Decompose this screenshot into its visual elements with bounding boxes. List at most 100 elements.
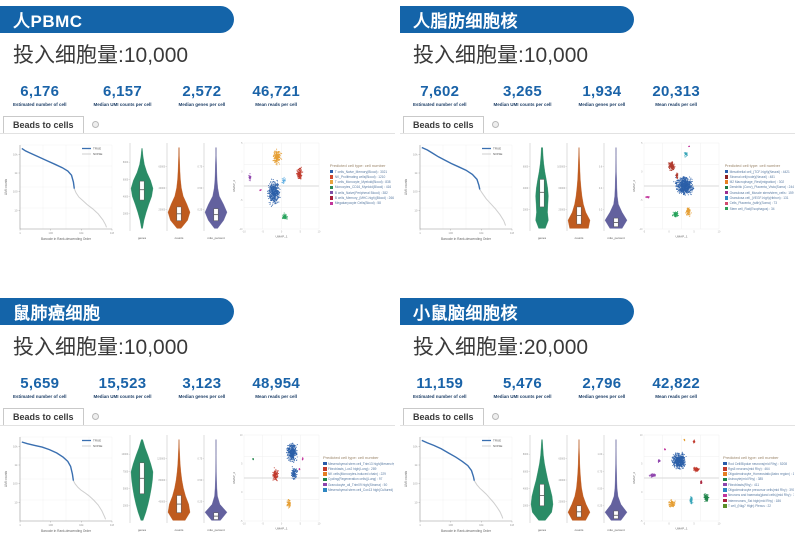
legend-swatch-icon (329, 196, 334, 200)
svg-text:40000: 40000 (159, 187, 166, 190)
svg-text:-5: -5 (643, 231, 646, 234)
legend-label: Stem cell_Rod(Esophagus) : 34 (729, 206, 775, 211)
umap-legend: Predicted cell type: cell number T cells… (329, 163, 394, 205)
svg-text:Barcode in Rank-descending Ord: Barcode in Rank-descending Order (441, 237, 492, 241)
svg-text:mito_percent: mito_percent (207, 528, 225, 532)
tab-beads-to-cells[interactable]: Beads to cells (3, 408, 84, 425)
stat: 1,934 Median genes per cell (579, 83, 626, 107)
svg-text:1M: 1M (110, 231, 115, 235)
svg-text:-10: -10 (242, 231, 246, 234)
svg-text:5: 5 (641, 463, 643, 466)
svg-text:1: 1 (19, 523, 21, 527)
charts-row: 1 100 10k 1M 10 100 1k 10k Barcode in Rank-desce… (2, 429, 400, 540)
info-circle-icon (91, 121, 99, 128)
panel-title: 人脂肪细胞核 (413, 12, 518, 31)
violin-plots: 2000 4000 6000 8000 genes 20000 40000 60000 coun… (520, 429, 631, 540)
stat-label: Mean reads per cell (255, 102, 298, 107)
svg-text:10k: 10k (413, 152, 418, 156)
svg-text:100: 100 (13, 190, 18, 194)
stats-row: 7,602 Estimated number of cell 3,265 Median… (413, 83, 800, 107)
panel: 人PBMC 投入细胞量:10,000 6,176 Estimated number… (0, 0, 400, 271)
stat-label: Median genes per cell (578, 394, 626, 399)
legend-label: NK cells(Monocytes-induced chain) : 229 (328, 472, 386, 477)
stat: 6,176 Estimated number of cell (13, 83, 67, 107)
svg-text:UMAP_1: UMAP_1 (675, 235, 687, 239)
legend-item: NK cells(Monocytes-induced chain) : 229 (323, 472, 394, 476)
legend-swatch-icon (724, 169, 729, 174)
svg-text:8000: 8000 (523, 453, 529, 456)
stat: 5,659 Estimated number of cell (13, 375, 67, 399)
svg-text:0: 0 (668, 231, 670, 234)
legend-label: Fibroblasts_Lox2 high(Lung) : 289 (328, 466, 377, 471)
svg-text:TRUE: TRUE (93, 439, 101, 443)
legend-item: Interneurons_Sst high(mid Rhy) : 186 (723, 499, 794, 503)
svg-text:6000: 6000 (523, 470, 529, 473)
svg-text:2000: 2000 (523, 208, 529, 211)
legend-label: Rod Cell/Bipolar neurons(mid Rhy) : 5208 (728, 461, 787, 466)
svg-text:10k: 10k (479, 231, 484, 235)
tab-beads-to-cells[interactable]: Beads to cells (403, 116, 484, 133)
legend-label: Mesenchymal stem cell_Cox13 high(Culture… (328, 487, 394, 492)
svg-text:4000: 4000 (523, 187, 529, 190)
input-cells-text: 投入细胞量:10,000 (13, 336, 189, 359)
stat-value: 15,523 (98, 375, 147, 392)
stat-label: Mean reads per cell (655, 102, 698, 107)
svg-text:10: 10 (414, 208, 418, 212)
legend-item: Astrocyte(mid Rhy) : 385 (723, 477, 794, 481)
charts-row: 1 100 10k 1M 10 100 1k 10k Barcode in Rank-desce… (402, 429, 800, 540)
legend-label: Interneurons_Sst high(mid Rhy) : 186 (728, 498, 781, 503)
legend-item: Mesenchymal stem cell_Cox13 high(Culture… (323, 488, 394, 492)
umap-legend-title: Predicted cell type: cell number (323, 455, 379, 460)
violin-plot: 0.2 0.4 0.6 mito_percent (599, 143, 628, 240)
svg-text:0.25: 0.25 (198, 500, 203, 503)
legend-item: Cycling(Regeneration cells)(Lung) : 97 (323, 477, 394, 481)
legend-item: Cells_Placenta_(with)(Soma) : 73 (724, 201, 794, 205)
stat-label: Estimated number of cell (413, 102, 467, 107)
legend-item: Fibroblasts(Rhy) : 411 (723, 483, 794, 487)
svg-text:counts: counts (175, 236, 184, 240)
legend-swatch-icon (723, 488, 727, 492)
svg-text:60000: 60000 (559, 457, 566, 460)
umap-legend-items: Mesenchymal stem cell_Trim13 high(Mesenc… (323, 462, 394, 492)
svg-text:0: 0 (668, 523, 670, 526)
stat-value: 48,954 (252, 375, 300, 392)
svg-text:UMAP_1: UMAP_1 (675, 527, 687, 531)
svg-text:5: 5 (241, 463, 243, 466)
svg-text:100: 100 (13, 482, 18, 486)
svg-text:10k: 10k (413, 444, 418, 448)
panel-banner: 鼠肺癌细胞 (0, 298, 234, 325)
legend-swatch-icon (323, 467, 327, 471)
svg-text:TRUE: TRUE (93, 147, 101, 151)
legend-item: Oligodendrocyte_Homeostatic(Astro region… (723, 472, 794, 476)
legend-item: Oligodendrocyte precursor cells(mid Rhy)… (723, 488, 794, 492)
stat-label: Median genes per cell (178, 394, 226, 399)
legend-label: Oligodendrocyte precursor cells(mid Rhy)… (728, 487, 794, 492)
info-circle-icon (491, 413, 499, 420)
violin-plot: 2000 4000 6000 8000 genes (523, 435, 554, 532)
stat-label: Median UMI counts per cell (93, 102, 152, 107)
stat-label: Mean reads per cell (255, 394, 298, 399)
stat: 42,822 Mean reads per cell (652, 375, 700, 399)
svg-text:NOISE: NOISE (93, 152, 102, 156)
tab-beads-to-cells[interactable]: Beads to cells (403, 408, 484, 425)
legend-item: NK_Proliferating cells(Blood) : 1210 (329, 175, 394, 179)
svg-text:2500: 2500 (123, 505, 129, 508)
legend-label: B cells_Naive(Peripheral Blood) : 382 (334, 190, 388, 195)
legend-item: T cell_(Nkg7 High) Plexus : 22 (723, 504, 794, 508)
panel-banner: 人PBMC (0, 6, 234, 33)
legend-swatch-icon (723, 498, 727, 503)
info-circle-icon (91, 413, 99, 420)
stat-value: 2,572 (182, 83, 222, 100)
svg-text:1: 1 (419, 523, 421, 527)
svg-text:1M: 1M (510, 523, 515, 527)
svg-text:counts: counts (575, 528, 584, 532)
svg-text:0.6: 0.6 (599, 165, 603, 168)
svg-text:0.50: 0.50 (198, 479, 203, 482)
violin-plots: 2000 4000 6000 8000 genes 20000 40000 60000 coun… (120, 137, 231, 248)
legend-swatch-icon (724, 206, 729, 211)
violin-plot: 0.25 0.50 0.75 1.00 mito_percent (598, 435, 628, 532)
svg-text:10: 10 (14, 208, 18, 212)
tab-beads-to-cells[interactable]: Beads to cells (3, 116, 84, 133)
svg-text:100: 100 (48, 231, 53, 235)
